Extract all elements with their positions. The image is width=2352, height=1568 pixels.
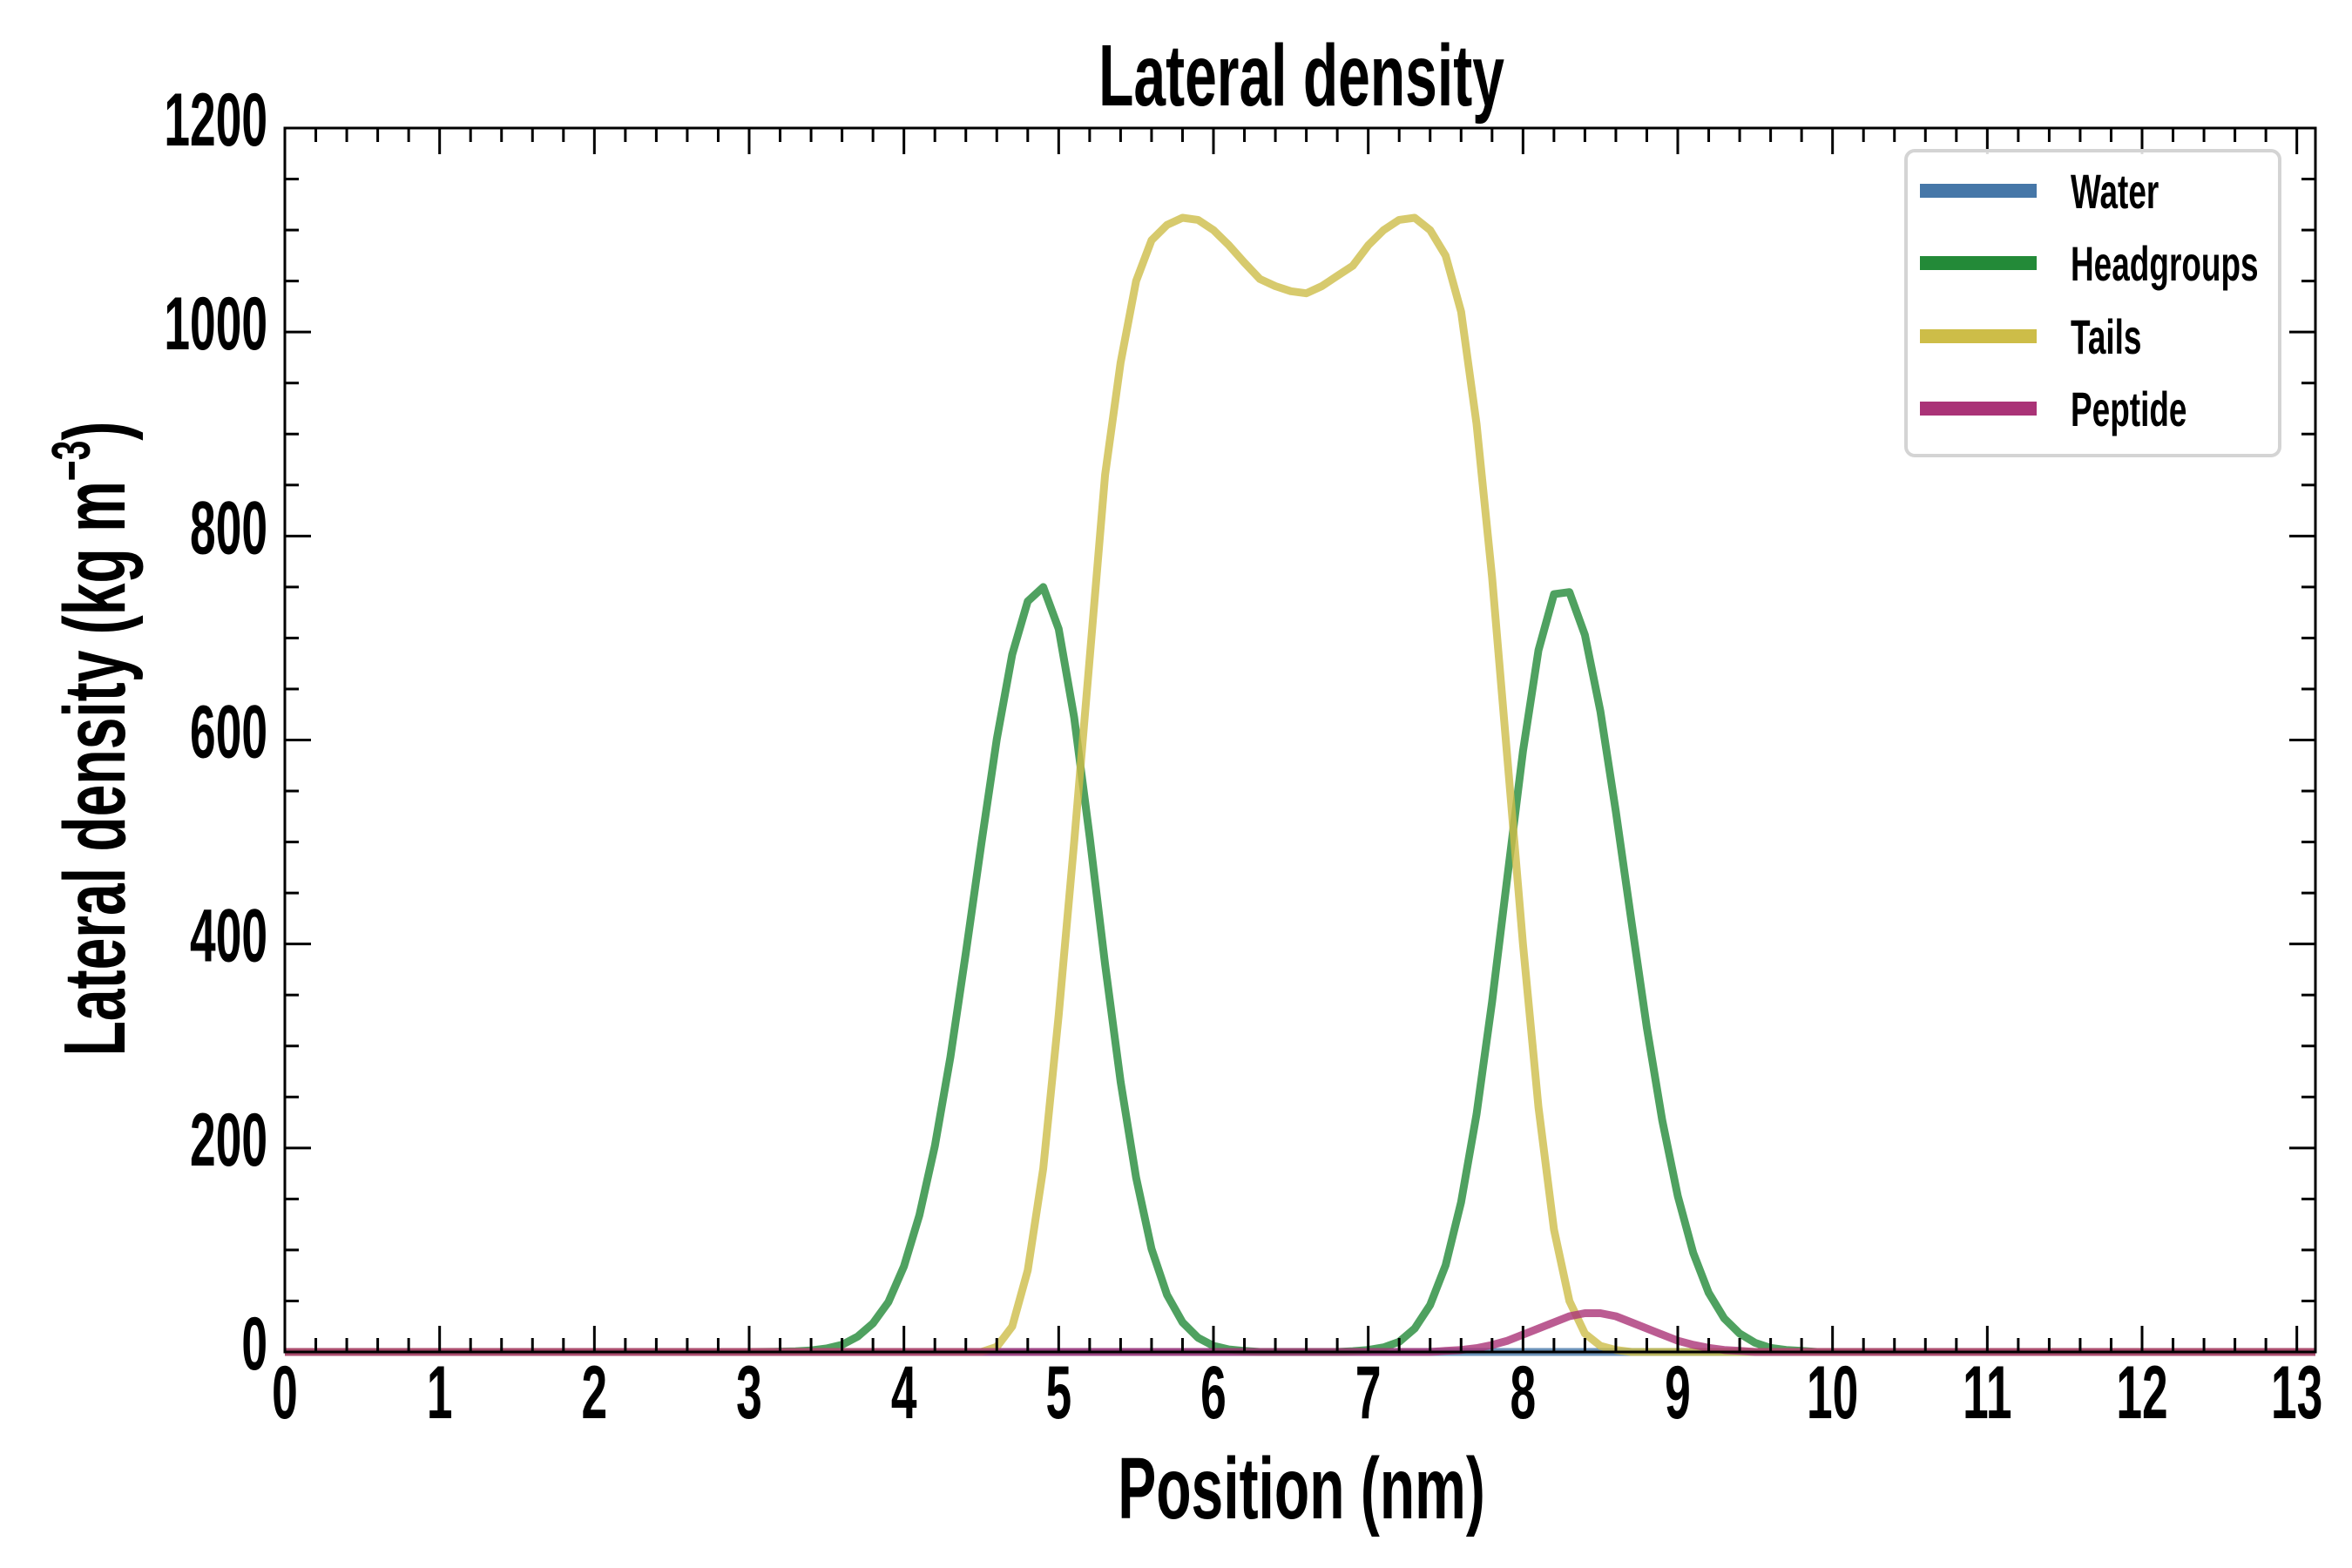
y-axis-label: Lateral density (kg m−3) [42,422,144,1057]
x-tick-label: 10 [1807,1351,1858,1435]
plot-frame [283,126,2317,1354]
y-tick-label: 0 [241,1302,267,1386]
y-tick-label: 1000 [164,282,267,366]
legend: Water Headgroups Tails Peptide [1904,149,2281,457]
legend-label-peptide: Peptide [2071,382,2186,437]
legend-label-tails: Tails [2071,310,2141,365]
y-axis-label-superscript: −3 [42,441,103,482]
x-tick-label: 4 [891,1351,917,1435]
x-tick-label: 3 [736,1351,762,1435]
x-tick-label: 5 [1046,1351,1072,1435]
x-tick-label: 2 [582,1351,608,1435]
x-tick-label: 11 [1963,1351,2011,1435]
x-tick-label: 6 [1200,1351,1227,1435]
x-tick-label: 8 [1511,1351,1537,1435]
chart-title: Lateral density [1098,26,1504,124]
legend-item-tails: Tails [1920,310,2141,365]
legend-label-water: Water [2071,165,2159,220]
x-tick-label: 12 [2116,1351,2167,1435]
series-line-peptide [285,1309,2315,1356]
y-tick-label: 400 [190,895,267,978]
x-axis-label: Position (nm) [1118,1439,1485,1537]
y-tick-label: 200 [190,1098,267,1182]
y-axis-label-close: ) [45,422,143,441]
x-tick-label: 0 [272,1351,298,1435]
x-tick-label: 9 [1665,1351,1691,1435]
x-tick-label: 13 [2271,1351,2322,1435]
x-tick-label: 1 [427,1351,453,1435]
y-axis-label-main: Lateral density (kg m [45,481,143,1056]
y-tick-label: 800 [190,486,267,570]
legend-item-water: Water [1920,165,2159,220]
legend-item-peptide: Peptide [1920,382,2186,437]
y-tick-label: 1200 [164,78,267,162]
legend-box [1904,149,2281,457]
y-tick-label: 600 [190,691,267,774]
legend-label-headgroups: Headgroups [2071,237,2259,292]
legend-item-headgroups: Headgroups [1920,237,2259,292]
x-tick-label: 7 [1355,1351,1382,1435]
series-line-headgroups [285,583,2315,1356]
